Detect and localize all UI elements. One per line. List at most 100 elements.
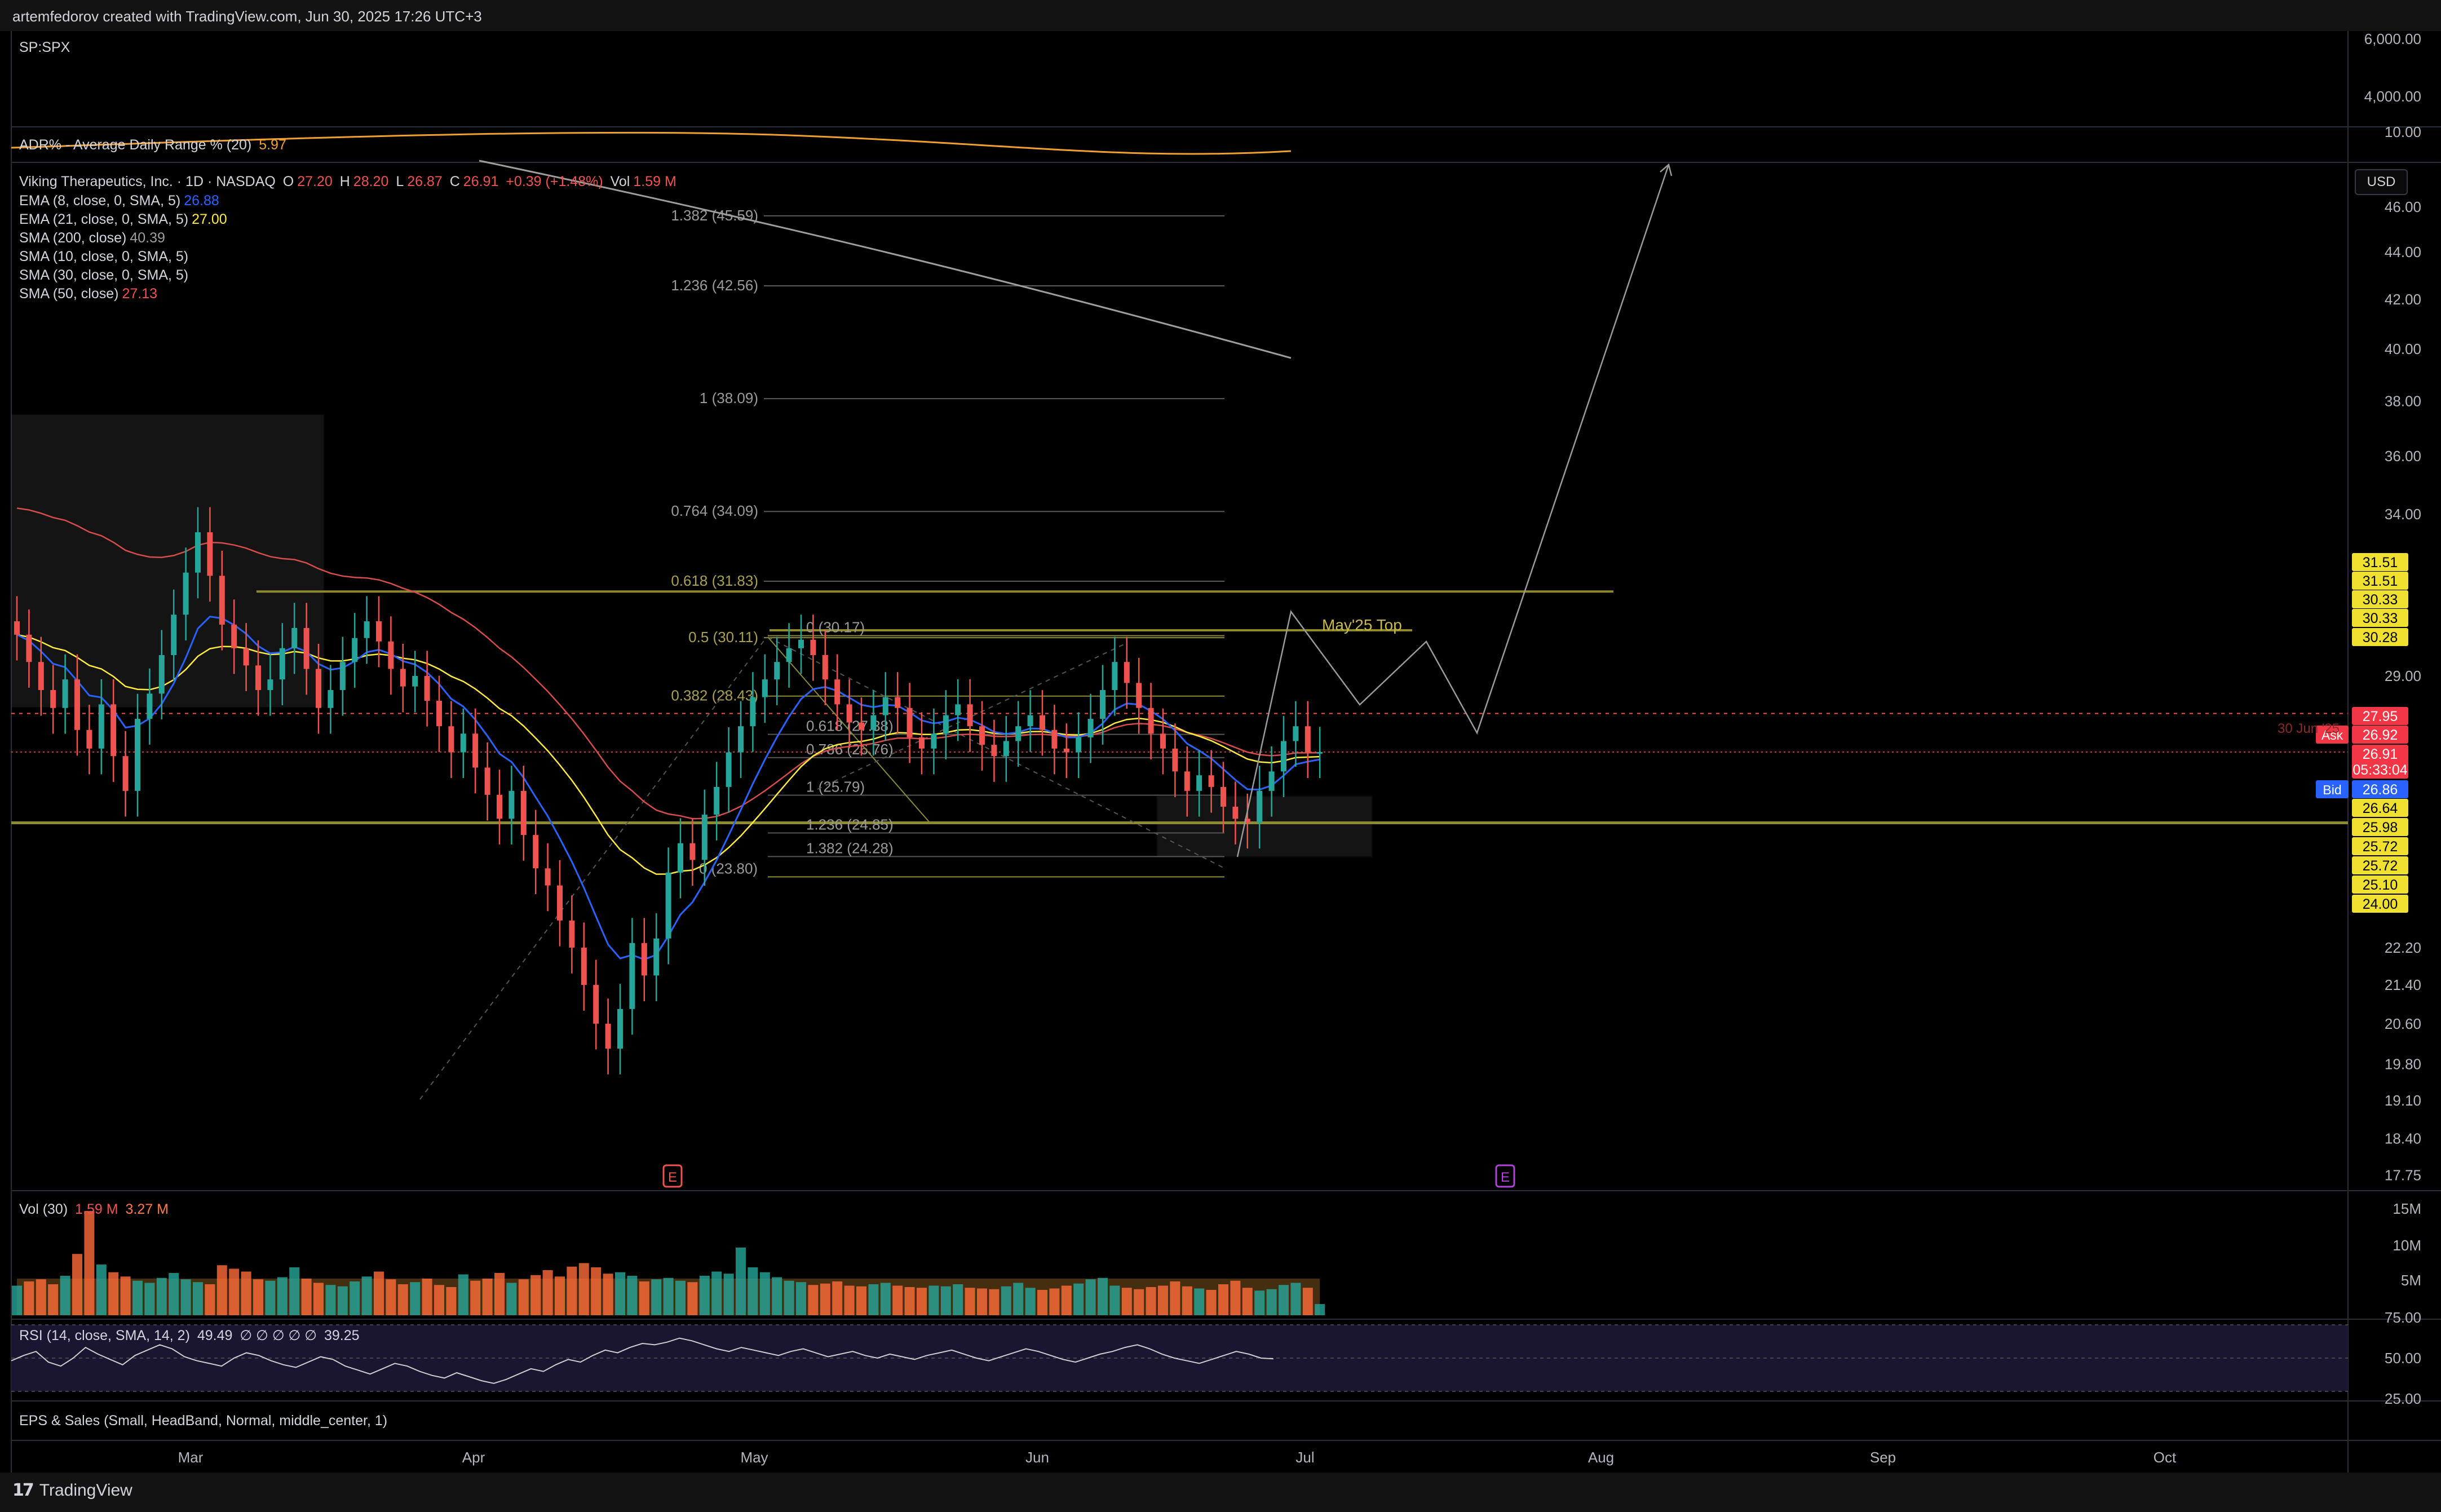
volume-bar [410,1282,421,1315]
indicator-legend[interactable]: SMA (200, close) 40.39 [19,230,169,246]
volume-bar [917,1288,927,1315]
price-badge [2352,628,2408,646]
candle-body [1244,819,1250,823]
price-badge-text: 26.91 [2363,746,2398,762]
volume-bar [1254,1290,1265,1315]
volume-bar [216,1265,227,1315]
indicator-legend[interactable]: SMA (30, close, 0, SMA, 5) [19,267,195,284]
change-value: +0.39 (+1.48%) [506,174,603,189]
fib2-level-label: 0 (30.17) [806,619,865,636]
price-badge [2352,780,2408,798]
consolidation-box [11,414,325,708]
fib-level-label: 0.5 (30.11) [688,629,758,646]
candle-body [1063,748,1069,753]
price-badge [2352,745,2408,763]
candle-body [629,943,635,1009]
currency-selector[interactable]: USD [2355,169,2408,195]
price-badge-text: 30.33 [2363,611,2398,626]
price-tick: 18.40 [2385,1130,2421,1147]
earnings-marker [1495,1164,1515,1188]
volume-bar [868,1284,879,1315]
volume-bar [229,1268,240,1315]
candle-body [1317,751,1323,754]
candle-body [364,621,370,638]
price-badge [2352,799,2408,817]
volume-bar [1098,1277,1108,1315]
volume-bar [1013,1283,1024,1315]
indicator-legend[interactable]: EMA (8, close, 0, SMA, 5) 26.88 [19,193,223,209]
volume-tick: 5M [2401,1272,2421,1289]
candle-body [1051,730,1058,749]
price-tick: 21.40 [2385,976,2421,993]
low-value: L 26.87 [396,174,443,189]
volume-bar [494,1273,505,1315]
volume-bar [325,1285,336,1315]
candle-body [1015,726,1021,741]
candle-body [605,1023,611,1049]
candle-body [955,704,961,715]
volume-bar [1206,1290,1217,1315]
volume-bar [1242,1288,1253,1315]
indicator-value: 27.13 [122,286,158,302]
price-badge [2352,609,2408,627]
candle-body [267,679,273,690]
candle-body [1148,708,1154,734]
volume-bar [663,1277,674,1315]
candle-body [834,679,841,705]
volume-bar [530,1275,541,1315]
volume-bar [1085,1279,1096,1315]
volume-bar [12,1285,22,1315]
volume-bar [820,1283,830,1315]
candle-body [750,697,756,727]
candle-body [424,675,430,701]
candle-body [1208,775,1214,787]
price-badge-text: 27.95 [2363,709,2398,724]
price-badge [2352,572,2408,590]
indicator-legend[interactable]: EMA (21, close, 0, SMA, 5) 27.00 [19,211,231,228]
footer-bar [0,1473,2441,1512]
candle-body [231,624,237,648]
indicator-label: SMA (10, close, 0, SMA, 5) [19,249,189,264]
candle-body [859,722,864,730]
candle-body [328,689,334,708]
volume-bar [265,1280,276,1315]
volume-bar [1121,1288,1132,1315]
time-tick: Aug [1588,1449,1614,1466]
volume-bar [555,1276,565,1315]
price-tick: 44.00 [2385,244,2421,260]
volume-bar [1266,1289,1277,1315]
volume-bar [518,1279,529,1315]
indicator-legend[interactable]: SMA (50, close) 27.13 [19,286,161,302]
candle-body [1027,715,1033,727]
candle-body [738,726,744,753]
volume-bar [241,1271,251,1315]
projection-arrowhead [1660,163,1673,176]
price-badge-text: 25.10 [2363,877,2398,893]
time-tick: Jun [1025,1449,1049,1466]
volume-bar [386,1279,396,1315]
candle-body [472,733,479,768]
price-badge [2352,818,2408,836]
volume-tick: 10M [2393,1237,2421,1254]
attribution-text: artemfedorov created with TradingView.co… [12,8,482,25]
candle-body [1076,737,1082,753]
candle-body [1136,683,1142,708]
candle-body [931,733,937,749]
candle-body [689,843,696,860]
tradingview-logo[interactable]: 17 TradingView [12,1480,132,1500]
volume-bar [627,1276,638,1315]
candle-body [653,938,660,976]
volume-bar [193,1282,203,1315]
candle-body [665,872,671,939]
candle-body [726,752,732,787]
volume-bar [639,1281,649,1315]
fib-level-label: 0.618 (31.83) [671,572,758,589]
indicator-legend[interactable]: SMA (10, close, 0, SMA, 5) [19,249,195,265]
indicator-label: EMA (21, close, 0, SMA, 5) [19,211,189,227]
candle-body [38,662,44,690]
price-badge-text: 24.00 [2363,896,2398,912]
time-tick: May [740,1449,768,1466]
candle-body [255,665,261,690]
volume-bar [808,1285,819,1315]
